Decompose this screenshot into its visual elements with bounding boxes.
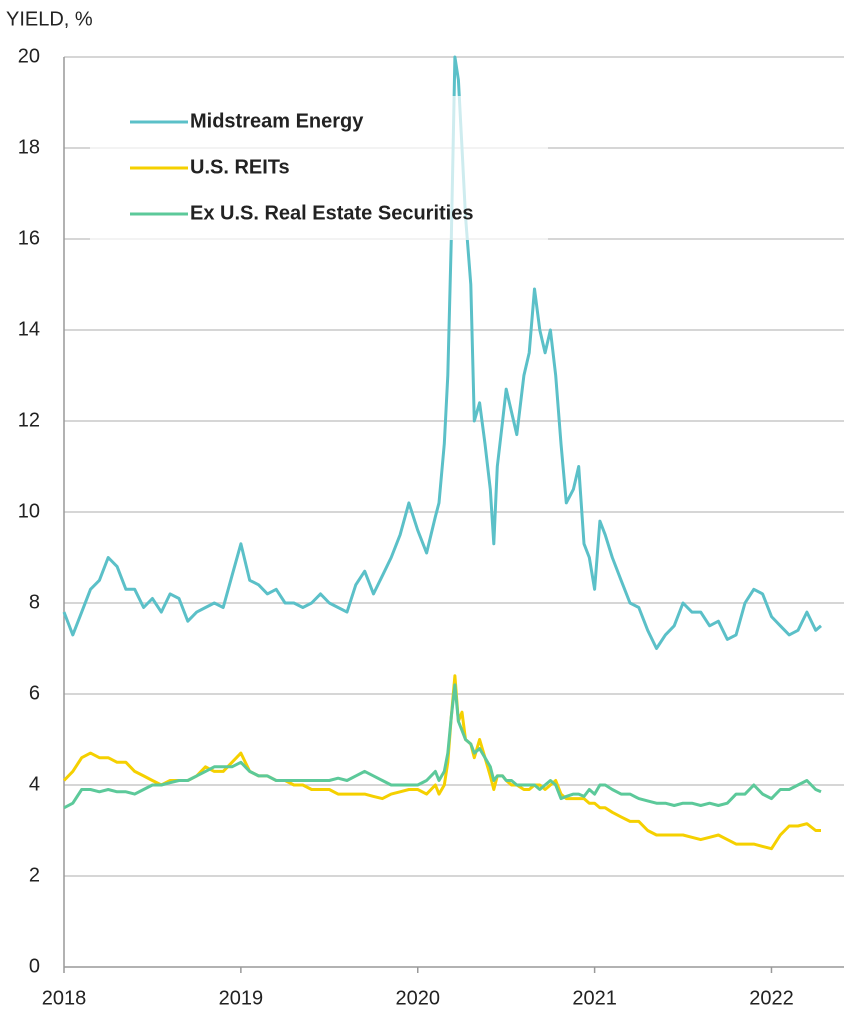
x-tick-label: 2018 — [42, 987, 87, 1009]
y-tick-label: 18 — [18, 136, 40, 158]
y-tick-label: 2 — [29, 864, 40, 886]
series-line — [62, 55, 822, 650]
y-tick-label: 8 — [29, 591, 40, 613]
y-tick-label: 20 — [18, 45, 40, 67]
x-tick-label: 2019 — [219, 987, 264, 1009]
legend-label: Midstream Energy — [190, 110, 364, 132]
series-line — [63, 683, 822, 810]
y-tick-label: 16 — [18, 227, 40, 249]
x-tick-label: 2021 — [572, 987, 617, 1009]
y-axis-label: YIELD, % — [6, 8, 93, 30]
x-tick-label: 2022 — [749, 987, 794, 1009]
y-tick-label: 6 — [29, 682, 40, 704]
y-tick-label: 0 — [29, 955, 40, 977]
series-line — [62, 674, 821, 851]
y-tick-label: 14 — [18, 318, 40, 340]
y-tick-label: 12 — [18, 409, 40, 431]
legend-label: Ex U.S. Real Estate Securities — [190, 202, 473, 224]
y-tick-label: 10 — [18, 500, 40, 522]
legend: Midstream Energy U.S. REITs Ex U.S. Real E… — [90, 96, 548, 240]
x-tick-label: 2020 — [395, 987, 440, 1009]
legend-label: U.S. REITs — [190, 156, 290, 178]
y-tick-label: 4 — [29, 773, 40, 795]
